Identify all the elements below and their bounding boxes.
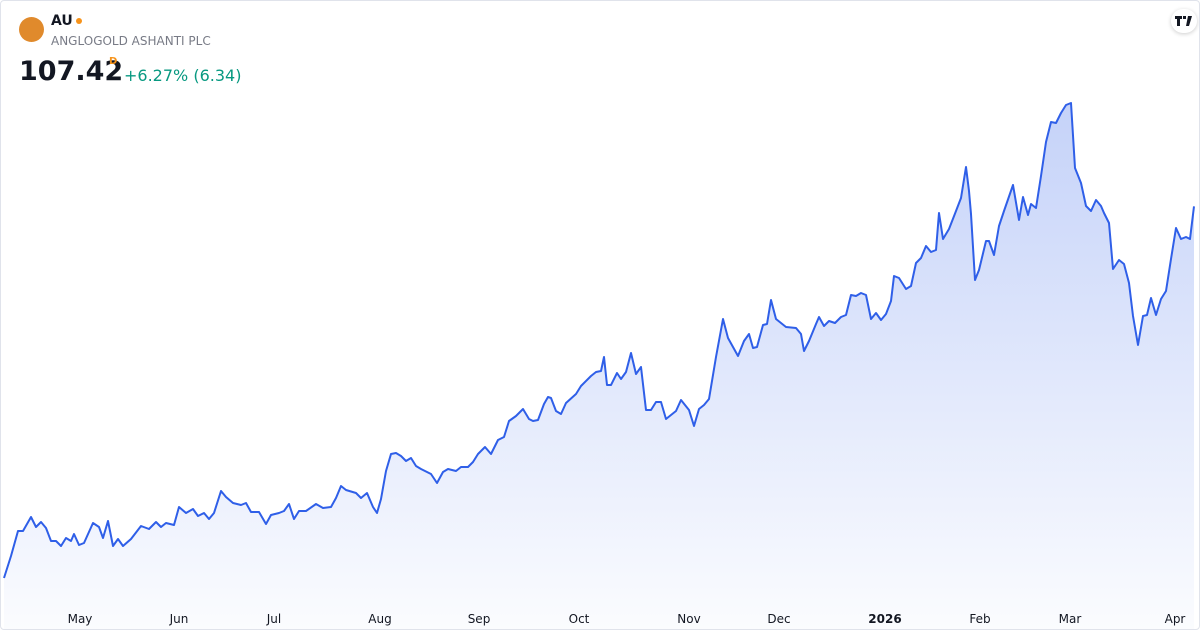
tv-logo-button[interactable]	[1171, 9, 1197, 33]
x-tick-label: Jun	[169, 612, 189, 626]
price-line	[3, 102, 1195, 579]
x-tick-label: Mar	[1059, 612, 1082, 626]
x-tick-label: Aug	[368, 612, 391, 626]
price: 107.42	[19, 56, 124, 87]
logo	[19, 17, 44, 42]
x-tick-label: Apr	[1165, 612, 1186, 626]
company-name: ANGLOGOLD ASHANTI PLC	[51, 34, 211, 48]
symbol: AU	[51, 13, 73, 29]
x-tick-label: Feb	[969, 612, 990, 626]
interval: D	[109, 56, 118, 67]
x-tick-label: Nov	[677, 612, 700, 626]
x-tick-label: Sep	[468, 612, 491, 626]
x-tick-label: 2026	[868, 612, 901, 626]
area-fill	[4, 103, 1194, 629]
x-tick-label: Dec	[767, 612, 790, 626]
status-dot	[76, 18, 82, 24]
x-tick-label: Jul	[266, 612, 281, 626]
change: +6.27% (6.34)	[124, 66, 242, 85]
x-tick-label: Oct	[569, 612, 590, 626]
x-tick-label: May	[68, 612, 93, 626]
tv-logo	[1175, 16, 1192, 26]
